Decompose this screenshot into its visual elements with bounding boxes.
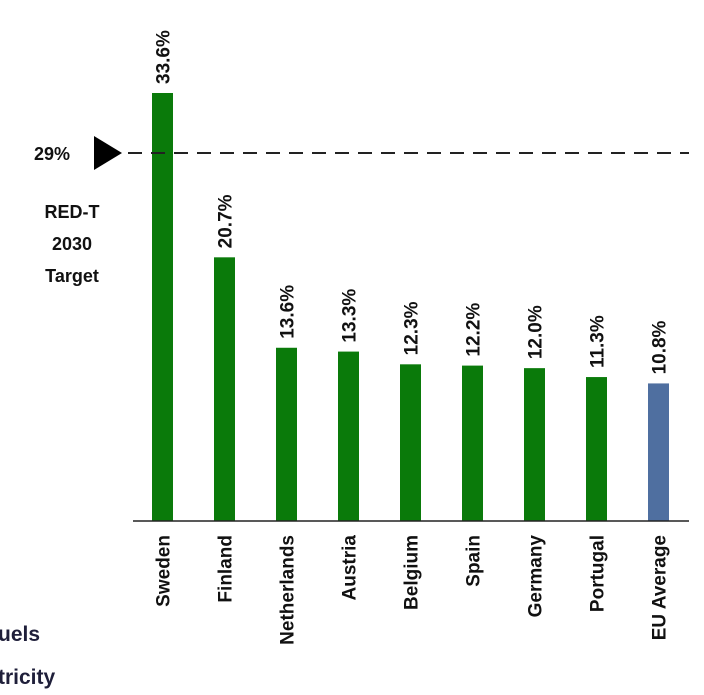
bar-eu-average xyxy=(648,383,669,521)
bar-finland xyxy=(214,257,235,521)
bar-spain xyxy=(462,365,483,521)
value-label: 20.7% xyxy=(216,194,237,248)
value-label: 33.6% xyxy=(154,30,175,84)
value-label: 12.2% xyxy=(464,303,485,357)
bars-layer xyxy=(152,93,669,521)
bar-austria xyxy=(338,351,359,521)
category-label: Netherlands xyxy=(278,535,299,645)
bar-germany xyxy=(524,368,545,521)
target-arrow-icon xyxy=(94,136,122,170)
category-label: Finland xyxy=(216,535,237,603)
target-caption-line-1: RED-T xyxy=(45,202,100,222)
legend-item-1-label: uels xyxy=(0,623,40,646)
target-caption-line-3: Target xyxy=(45,266,99,286)
target-value-label: 29% xyxy=(34,144,70,164)
category-label: Germany xyxy=(526,535,547,618)
value-label: 13.6% xyxy=(278,285,299,339)
category-label: Spain xyxy=(464,535,485,587)
value-label: 12.0% xyxy=(526,305,547,359)
bar-portugal xyxy=(586,377,607,521)
bar-belgium xyxy=(400,364,421,521)
legend-item-2-label: tricity xyxy=(0,666,56,689)
target-caption-line-2: 2030 xyxy=(52,234,92,254)
bar-sweden xyxy=(152,93,173,521)
value-label: 11.3% xyxy=(588,315,609,368)
category-label: Portugal xyxy=(588,535,609,612)
labels-layer: 33.6% Sweden 20.7% Finland 13.6% Netherlands 1… xyxy=(154,30,671,645)
value-label: 13.3% xyxy=(340,289,361,343)
category-label: Sweden xyxy=(154,535,175,607)
value-label: 10.8% xyxy=(650,320,671,374)
category-label: EU Average xyxy=(650,535,671,640)
category-label: Belgium xyxy=(402,535,423,610)
category-label: Austria xyxy=(340,535,361,601)
value-label: 12.3% xyxy=(402,301,423,355)
bar-netherlands xyxy=(276,347,297,521)
